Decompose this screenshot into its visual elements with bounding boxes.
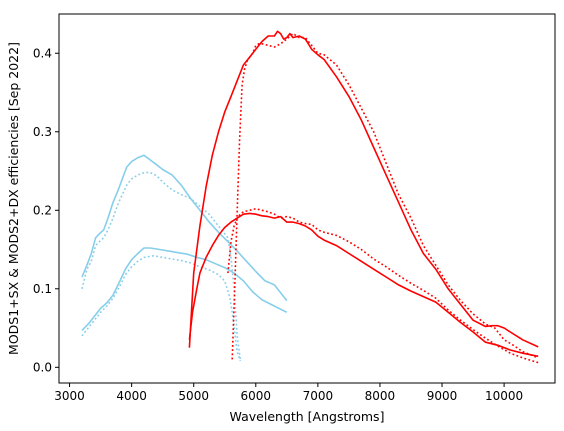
y-axis-label: MODS1+SX & MODS2+DX efficiencies [Sep 20… [6,42,21,355]
x-axis-ticks: 3000 4000 5000 6000 7000 8000 9000 10000 [54,383,523,403]
x-tick-label: 5000 [178,389,209,403]
series-line-3 [81,247,288,331]
x-tick-label: 3000 [54,389,85,403]
y-tick-label: 0.3 [33,125,52,139]
plot-lines [81,30,539,364]
x-tick-label: 9000 [427,389,458,403]
x-tick-label: 8000 [365,389,396,403]
plot-frame [58,13,556,384]
y-tick-label: 0.2 [33,203,52,217]
x-axis-label: Wavelength [Angstroms] [230,409,385,424]
x-tick-label: 7000 [303,389,334,403]
series-line-1 [81,154,288,302]
series-line-2 [81,171,242,360]
series-line-7 [188,212,539,358]
series-line-5 [188,30,539,348]
y-tick-label: 0.1 [33,282,52,296]
y-tick-label: 0.4 [33,46,52,60]
y-tick-label: 0.0 [33,360,52,374]
x-tick-label: 10000 [485,389,523,403]
x-tick-label: 6000 [241,389,272,403]
x-tick-label: 4000 [116,389,147,403]
y-axis-ticks: 0.0 0.1 0.2 0.3 0.4 [33,46,59,374]
series-line-4 [81,255,242,362]
